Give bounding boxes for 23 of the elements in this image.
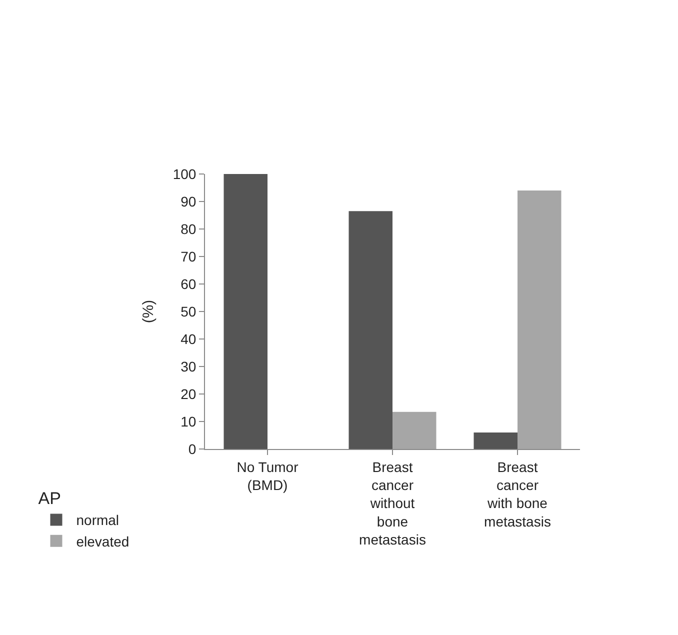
- bar: [224, 174, 268, 449]
- y-tick-label: 60: [180, 276, 196, 292]
- x-tick-label: No Tumor (BMD): [236, 458, 299, 493]
- y-tick-label: 10: [180, 413, 196, 430]
- bar: [474, 432, 518, 449]
- legend-label: elevated: [76, 533, 130, 550]
- y-tick-label: 40: [180, 330, 196, 347]
- y-tick-label: 90: [180, 193, 196, 210]
- y-axis-title: (%): [140, 300, 158, 324]
- legend-label: normal: [76, 512, 120, 528]
- y-tick-label: 70: [180, 248, 196, 264]
- y-tick-label: 20: [180, 386, 196, 402]
- y-tick-label: 50: [180, 303, 196, 320]
- x-tick-label: Breast cancer with bone metastasis: [484, 458, 551, 530]
- y-tick-label: 100: [172, 166, 196, 182]
- y-tick-label: 80: [180, 220, 196, 237]
- y-tick-label: 0: [188, 440, 196, 457]
- x-tick-label: Breast cancer without bone metastasis: [359, 458, 426, 548]
- y-tick-label: 30: [180, 358, 196, 374]
- bar: [518, 190, 562, 449]
- bar: [392, 412, 436, 449]
- bar: [348, 211, 392, 449]
- legend-title: AP: [38, 489, 61, 508]
